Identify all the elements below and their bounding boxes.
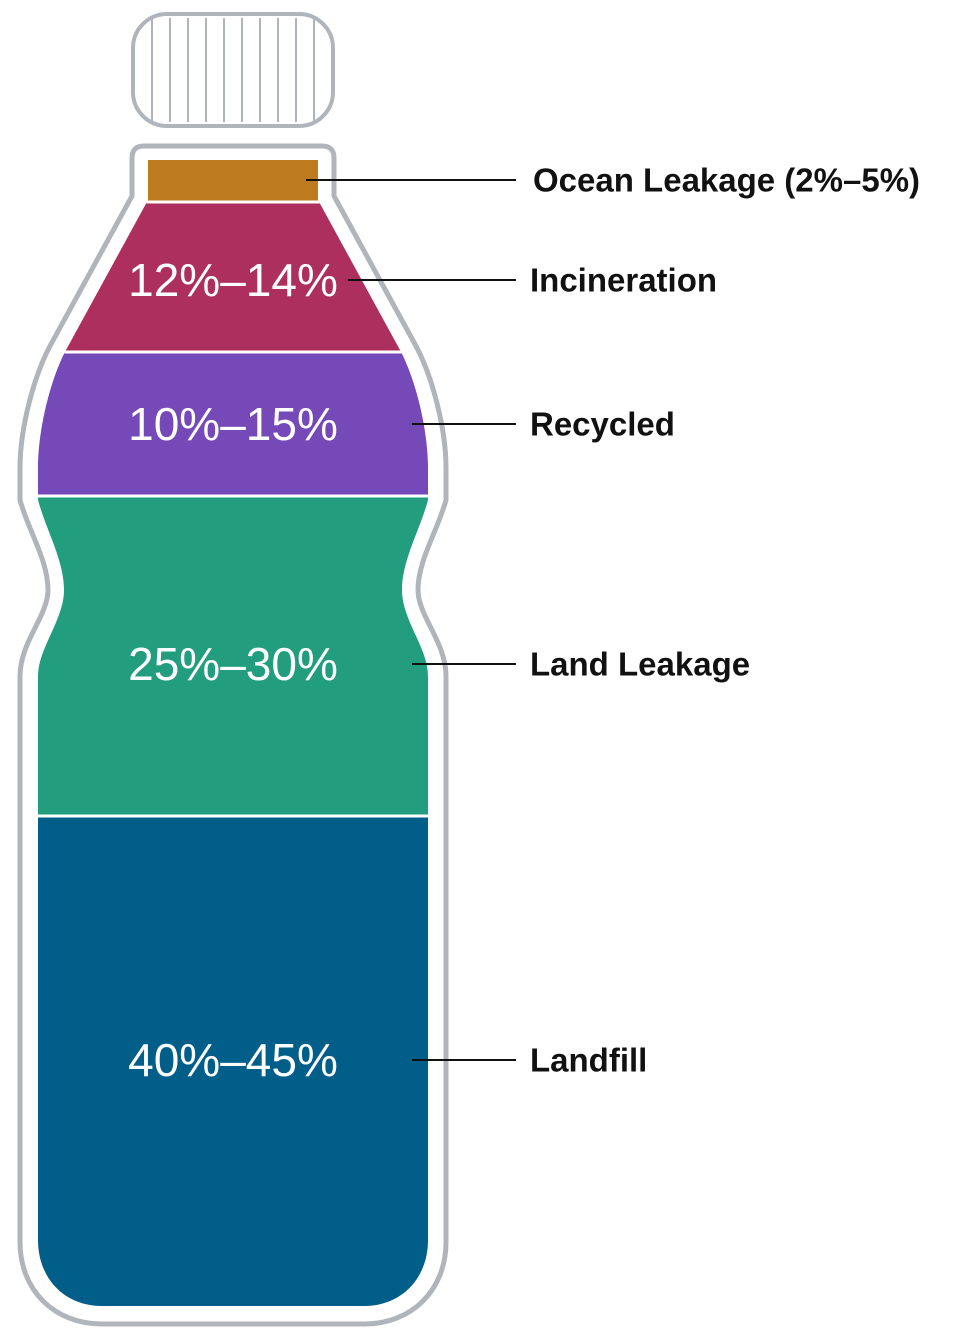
bottle-fill-bands — [38, 160, 428, 1306]
category-labels: Ocean Leakage (2%–5%) Incineration Recyc… — [530, 162, 920, 1079]
category-label-incineration: Incineration — [530, 262, 717, 299]
percent-label-land-leakage: 25%–30% — [128, 638, 338, 690]
segment-landfill — [38, 816, 428, 1306]
percent-labels: 12%–14% 10%–15% 25%–30% 40%–45% — [128, 254, 338, 1086]
segment-land-leakage — [38, 496, 428, 816]
percent-label-incineration: 12%–14% — [128, 254, 338, 306]
category-label-landfill: Landfill — [530, 1042, 647, 1079]
percent-label-recycled: 10%–15% — [128, 398, 338, 450]
category-label-recycled: Recycled — [530, 406, 675, 443]
bottle-cap — [131, 12, 335, 128]
percent-label-landfill: 40%–45% — [128, 1034, 338, 1086]
leader-lines — [306, 179, 516, 1061]
segment-recycled — [38, 352, 428, 496]
category-label-ocean-leakage: Ocean Leakage (2%–5%) — [533, 162, 920, 199]
category-label-land-leakage: Land Leakage — [530, 646, 750, 683]
